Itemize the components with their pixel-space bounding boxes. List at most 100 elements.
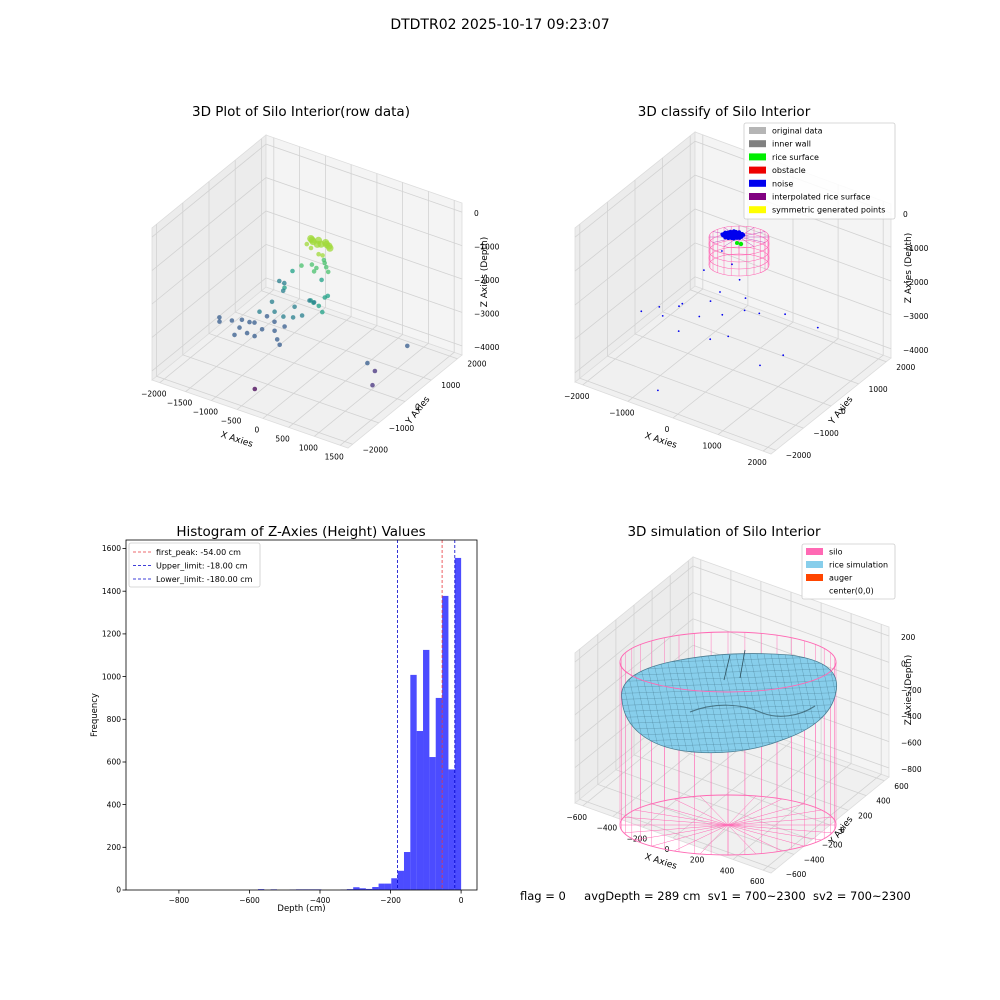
classify-noise-cluster-point [732,229,736,233]
histogram-legend-label: Upper_limit: -18.00 cm [156,562,248,571]
classify-noise-point [782,354,785,357]
histogram-bar [378,883,385,890]
simulation-mesh-line [621,715,837,725]
classify-noise-point [744,297,747,299]
classify-noise-point [721,313,724,316]
histogram-bar [416,731,424,890]
simulation-z-tick-label: 200 [901,633,916,642]
histogram-y-tick-label: 400 [107,800,122,809]
histogram-bar [257,889,265,890]
classify-x-tick-label: 1000 [703,442,722,451]
simulation-surface-fold [689,704,816,717]
raw-data-point [365,360,370,366]
raw-data-point [316,303,322,309]
histogram-x-tick-label: −600 [239,896,260,905]
raw-z-tick-label: 0 [474,209,479,218]
simulation-grid-x [732,613,852,860]
raw-data-point [217,319,222,324]
classify-grid-y [689,135,887,363]
classify-x-tick-label: −2000 [564,392,590,401]
classify-noise-point [721,250,723,252]
classify-x-tick-label: 2000 [748,458,767,467]
raw-data-point [299,313,305,318]
simulation-legend-label: auger [829,574,853,583]
classify-legend-swatch [749,140,766,148]
simulation-y-tick-label: 200 [858,811,873,820]
classify-legend-label: original data [772,127,823,136]
avg-depth-text: avgDepth = 289 cm [584,889,701,903]
raw-y-tick-label: −2000 [363,445,389,454]
raw-grid-z [151,143,463,238]
histogram-bar [442,595,449,890]
raw-x-tick-label: −2000 [141,390,167,399]
raw-data-point [299,263,304,268]
classify-noise-point [703,269,705,271]
raw-data-point [272,309,277,315]
raw-grid-z [151,277,463,372]
classify-noise-point [681,302,684,305]
simulation-mesh-line [690,653,720,753]
simulation-x-tick-label: −600 [566,813,587,822]
simulation-mesh-line [621,697,837,707]
histogram-x-tick-label: −400 [310,896,331,905]
histogram-panel: Histogram of Z-Axies (Height) Values −800… [90,524,478,914]
classify-noise-cluster-point [723,235,727,240]
raw-y-tick-label: 1000 [441,381,460,390]
raw-data-point [326,244,334,252]
simulation-grid-y [579,649,776,870]
simulation-legend-label: center(0,0) [829,587,874,596]
classify-rice-surface-point [735,241,739,245]
classify-legend-swatch [749,179,766,187]
classify-grid-y [607,202,804,429]
simulation-mesh-line [676,653,706,753]
histogram-bar [448,769,455,890]
classify-panel: 3D classify of Silo Interior −2000 −1000 0 1… [564,104,928,467]
classify-noise-point [658,306,661,308]
histogram-y-tick-label: 200 [107,843,122,852]
raw-data-point [292,304,297,310]
classify-noise-cluster-point [737,230,741,234]
simulation-mesh-line [725,653,755,753]
classify-noise-point [816,326,819,329]
classify-z-tick-label: −3000 [903,312,929,321]
classify-z-axis-label: Z Axies (Depth) [904,233,914,304]
simulation-mesh-line [621,691,837,701]
classify-z-tick-label: −2000 [903,278,929,287]
histogram-bar [435,697,443,890]
raw-data-point [320,253,325,258]
simulation-grid-x [672,592,792,839]
classify-noise-point [657,389,659,392]
raw-data-point [274,337,280,342]
raw-grid-y [234,160,432,381]
raw-x-tick-label: 500 [275,434,290,443]
histogram-bar [410,674,417,890]
simulation-z-tick-label: −600 [901,739,922,748]
raw-grid-z [151,243,463,338]
classify-legend-swatch [749,127,766,134]
classify-legend-label: inner wall [772,140,811,149]
raw-x-tick-label: −1000 [193,408,219,417]
raw-data-point [322,295,328,300]
simulation-x-tick-label: 400 [720,867,735,876]
raw-grid-z [151,210,463,305]
classify-z-tick-label: −4000 [903,346,929,355]
raw-data-point [325,269,331,275]
classify-legend-swatch [749,206,766,214]
simulation-x-tick-label: −400 [597,824,618,833]
classify-noise-point [640,310,643,313]
raw-z-tick-label: −2000 [474,276,500,285]
simulation-mesh-line [621,667,837,677]
raw-data-point [319,277,324,283]
histogram-x-axis-label: Depth (cm) [277,904,325,914]
histogram-y-tick-label: 1600 [102,544,121,553]
classify-noise-point [709,300,712,302]
raw-data-point [282,280,287,286]
classify-noise-point [661,315,664,317]
raw-data-point [259,327,265,332]
simulation-chart-title: 3D simulation of Silo Interior [627,524,821,540]
raw-data-point [372,368,378,374]
classify-noise-point [758,312,761,315]
raw-y-tick-label: 2000 [467,360,486,369]
simulation-x-axis-label: X Axies [643,852,678,872]
